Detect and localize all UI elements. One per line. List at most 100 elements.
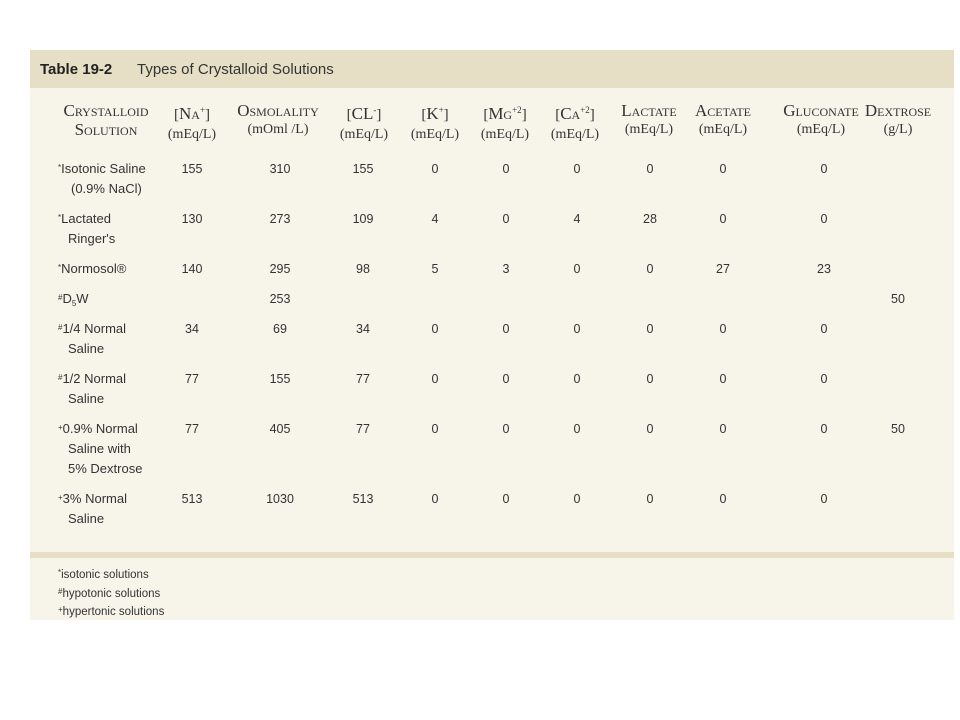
- column-header-2: Osmolality (mOml /L): [237, 101, 319, 139]
- table-title-bar: Table 19-2 Types of Crystalloid Solution…: [30, 50, 954, 88]
- table-cell: 0: [431, 492, 439, 506]
- table-cell: 253: [269, 292, 291, 306]
- column-header-unit: (mEq/L): [480, 127, 530, 142]
- solution-name: #1/4 Normal Saline: [58, 318, 126, 359]
- table-cell: 130: [181, 212, 203, 226]
- solution-name-line: (0.9% NaCl): [58, 179, 146, 199]
- column-header-8: Acetate (mEq/L): [695, 101, 751, 139]
- table-cell: 0: [646, 262, 654, 276]
- solution-name-line: 5% Dextrose: [58, 459, 142, 479]
- solution-name-line: Ringer's: [58, 229, 115, 249]
- table-cell: 28: [643, 212, 657, 226]
- solution-name-part: Normosol®: [61, 261, 127, 276]
- table-cell: 4: [573, 212, 581, 226]
- solution-name-part: Saline: [68, 511, 105, 526]
- column-header-line: [Na+]: [168, 101, 216, 125]
- table-cell: 0: [502, 492, 510, 506]
- table-cell: 155: [269, 372, 291, 386]
- column-header-line: Gluconate: [783, 101, 859, 120]
- column-header-unit: (mEq/L): [339, 127, 389, 142]
- table-cell: 34: [185, 322, 199, 336]
- table-cell: 0: [573, 422, 581, 436]
- table-cell: 0: [719, 372, 727, 386]
- ion-charge: -: [373, 105, 377, 115]
- bracket-close: ]: [443, 107, 449, 123]
- column-header-unit: (mEq/L): [167, 127, 217, 142]
- solution-name-line: Saline: [58, 389, 126, 409]
- column-header-line: [CL-]: [340, 101, 388, 125]
- table-cell: 0: [431, 422, 439, 436]
- column-header-line: Osmolality: [237, 101, 319, 120]
- column-header-7: Lactate (mEq/L): [621, 101, 676, 139]
- column-header-line: (mEq/L): [698, 122, 748, 137]
- footnote-mark: *: [58, 568, 62, 577]
- legend-item: #hypotonic solutions: [58, 584, 164, 603]
- table-cell: 513: [352, 492, 374, 506]
- table-label: Table 19-2: [40, 61, 113, 78]
- legend-item: +hypertonic solutions: [58, 602, 164, 621]
- legend-text: isotonic solutions: [61, 569, 149, 581]
- column-header-line: Crystalloid: [63, 101, 149, 120]
- column-header-6: [Ca+2] (mEq/L): [551, 101, 599, 144]
- bracket-open: [: [555, 107, 561, 123]
- bracket-open: [: [173, 107, 179, 123]
- footnote-mark: *: [58, 263, 62, 272]
- table-cell: 0: [820, 372, 828, 386]
- footnote-mark: #: [58, 323, 63, 332]
- solution-name: #1/2 Normal Saline: [58, 368, 126, 409]
- ion-charge: +2: [580, 105, 590, 115]
- table-cell: 0: [502, 212, 510, 226]
- table-cell: 0: [431, 372, 439, 386]
- table-cell: 0: [573, 492, 581, 506]
- table-cell: 0: [502, 162, 510, 176]
- column-header-9: Gluconate (mEq/L): [783, 101, 859, 139]
- solution-name: *Normosol®: [58, 258, 126, 279]
- legend-item: *isotonic solutions: [58, 565, 164, 584]
- column-header-line: [Mg+2]: [481, 101, 529, 125]
- table-cell: 109: [352, 212, 374, 226]
- table-cell: 0: [573, 162, 581, 176]
- ion-charge: +2: [512, 105, 522, 115]
- column-header-line: Solution: [74, 120, 138, 139]
- table-cell: 0: [719, 422, 727, 436]
- table-cell: 0: [820, 162, 828, 176]
- solution-name-part: 1/4 Normal: [62, 321, 127, 336]
- solution-name-line: *Normosol®: [58, 258, 126, 279]
- column-header-line: Lactate: [621, 101, 677, 120]
- table-cell: 4: [431, 212, 439, 226]
- solution-name-line: *Lactated: [58, 208, 115, 229]
- table-cell: 0: [502, 322, 510, 336]
- footnote-mark: #: [58, 586, 63, 596]
- table-cell: 0: [573, 322, 581, 336]
- solution-name-line: #1/4 Normal: [58, 318, 126, 339]
- solution-name-part: D: [62, 291, 72, 306]
- table-cell: 1030: [266, 492, 294, 506]
- column-header-4: [K+] (mEq/L): [411, 101, 459, 144]
- solution-name-line: #1/2 Normal: [58, 368, 126, 389]
- column-header-1: [Na+] (mEq/L): [168, 101, 216, 144]
- solution-name: *Lactated Ringer's: [58, 208, 115, 249]
- solution-name-part: 5% Dextrose: [68, 461, 143, 476]
- table-cell: 50: [891, 422, 905, 436]
- solution-name-part: 0.9% Normal: [62, 421, 138, 436]
- table-cell: 0: [431, 162, 439, 176]
- table-cell: 0: [719, 212, 727, 226]
- solution-name-part: 3% Normal: [62, 491, 127, 506]
- solution-name-line: Saline with: [58, 439, 142, 459]
- table-cell: 69: [273, 322, 287, 336]
- footnote-mark: +: [58, 605, 63, 614]
- column-header-line: Dextrose: [864, 101, 932, 120]
- solution-name-part: Saline: [68, 391, 105, 406]
- table-cell: 0: [820, 212, 828, 226]
- solution-name-line: +3% Normal: [58, 488, 127, 509]
- column-header-unit: (mEq/L): [410, 127, 460, 142]
- table-title: Types of Crystalloid Solutions: [137, 61, 334, 78]
- column-header-line: (mOml /L): [247, 122, 309, 137]
- table-cell: 155: [181, 162, 203, 176]
- solution-name-part: Isotonic Saline: [61, 161, 146, 176]
- solution-name-line: #D5W: [58, 288, 89, 314]
- table-cell: 0: [719, 492, 727, 506]
- table-cell: 0: [573, 372, 581, 386]
- footnote-mark: *: [58, 163, 62, 172]
- legend-divider: [30, 552, 954, 558]
